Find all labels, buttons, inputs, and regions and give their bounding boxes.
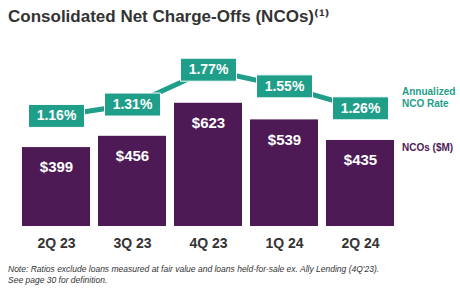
html-text:Note: Ratios exclude loans mea: Note: Ratios exclude loans measured at f… bbox=[8, 264, 380, 285]
svg-text:2Q 24: 2Q 24 bbox=[341, 235, 379, 251]
svg-text:$399: $399 bbox=[40, 158, 73, 175]
svg-text:$435: $435 bbox=[344, 151, 377, 168]
html-text:Annualized NCO Rate: Annualized NCO Rate bbox=[402, 85, 456, 109]
svg-text:1.26%: 1.26% bbox=[341, 100, 381, 116]
svg-text:3Q 23: 3Q 23 bbox=[113, 235, 151, 251]
html-text:NCOs ($M): NCOs ($M) bbox=[402, 142, 454, 153]
svg-text:1Q 24: 1Q 24 bbox=[265, 235, 303, 251]
svg-text:$456: $456 bbox=[116, 147, 149, 164]
svg-text:$539: $539 bbox=[268, 131, 301, 148]
svg-text:1.55%: 1.55% bbox=[265, 78, 305, 94]
svg-text:1.31%: 1.31% bbox=[113, 96, 153, 112]
svg-text:1.77%: 1.77% bbox=[189, 61, 229, 77]
svg-text:$623: $623 bbox=[192, 114, 225, 131]
html-text:Consolidated Net Charge-Offs (: Consolidated Net Charge-Offs (NCOs)⁽¹⁾ bbox=[8, 7, 330, 26]
svg-text:4Q 23: 4Q 23 bbox=[189, 235, 227, 251]
svg-text:2Q 23: 2Q 23 bbox=[37, 235, 75, 251]
svg-text:1.16%: 1.16% bbox=[37, 107, 77, 123]
